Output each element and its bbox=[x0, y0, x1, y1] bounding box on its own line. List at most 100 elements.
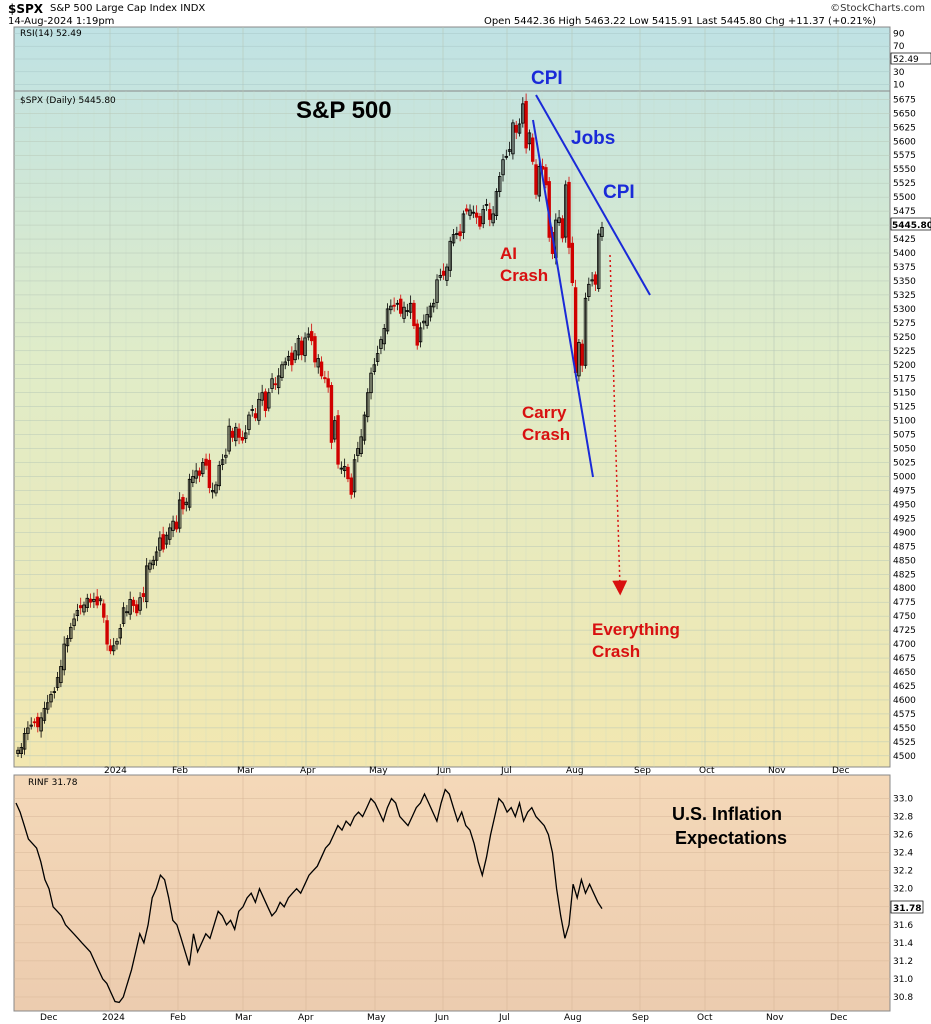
price-y-tick: 4800 bbox=[893, 584, 916, 594]
price-y-tick: 5500 bbox=[893, 193, 916, 203]
candle bbox=[507, 141, 512, 156]
candle bbox=[560, 215, 565, 243]
candle bbox=[349, 473, 353, 499]
candle bbox=[29, 717, 33, 730]
candle bbox=[283, 357, 287, 370]
candle bbox=[580, 339, 584, 373]
price-x-tick: Jul bbox=[500, 766, 512, 776]
svg-text:31.78: 31.78 bbox=[893, 904, 921, 914]
down-arrow bbox=[609, 254, 628, 596]
candle bbox=[366, 388, 370, 423]
candle bbox=[201, 458, 205, 478]
candle bbox=[309, 323, 314, 346]
price-x-tick: Sep bbox=[634, 766, 651, 776]
rinf-y-tick: 32.6 bbox=[893, 831, 913, 841]
candle bbox=[448, 236, 452, 278]
price-y-tick: 5025 bbox=[893, 459, 916, 469]
candle bbox=[527, 129, 532, 151]
rinf-x-tick: Apr bbox=[298, 1013, 314, 1023]
price-y-tick: 5625 bbox=[893, 123, 916, 133]
price-y-tick: 5675 bbox=[893, 95, 916, 105]
annotation-carry-crash: Carry Crash bbox=[522, 403, 570, 444]
candle bbox=[161, 526, 165, 553]
candle bbox=[517, 118, 522, 137]
candle bbox=[118, 623, 122, 645]
rinf-panel bbox=[15, 788, 603, 1004]
candle bbox=[524, 93, 528, 154]
candle bbox=[484, 198, 489, 211]
price-y-tick: 5100 bbox=[893, 417, 916, 427]
rinf-x-tick: Jun bbox=[434, 1013, 449, 1023]
candle bbox=[214, 481, 218, 497]
candle bbox=[286, 350, 291, 366]
candle bbox=[438, 268, 443, 281]
candle bbox=[69, 622, 73, 642]
candle bbox=[151, 555, 155, 570]
price-y-tick: 5225 bbox=[893, 347, 916, 357]
rinf-y-tick: 33.0 bbox=[893, 795, 913, 805]
price-y-tick: 5600 bbox=[893, 137, 916, 147]
candle bbox=[65, 635, 70, 653]
candle bbox=[465, 204, 469, 215]
candle bbox=[587, 277, 591, 302]
candle bbox=[405, 303, 410, 317]
candle bbox=[300, 336, 304, 361]
candle bbox=[138, 592, 142, 615]
price-y-tick: 5350 bbox=[893, 277, 916, 287]
rinf-y-tick: 32.0 bbox=[893, 885, 913, 895]
candle bbox=[564, 180, 568, 243]
candle bbox=[253, 408, 258, 422]
candle bbox=[32, 718, 37, 727]
candle bbox=[408, 295, 413, 319]
price-x-tick: Feb bbox=[172, 766, 188, 776]
price-y-tick: 4600 bbox=[893, 696, 916, 706]
index-name: S&P 500 Large Cap Index INDX bbox=[50, 3, 206, 14]
candle bbox=[346, 463, 350, 483]
candle bbox=[402, 301, 406, 323]
rinf-x-tick: Aug bbox=[564, 1013, 582, 1023]
candle bbox=[600, 221, 604, 242]
axes: 2024 Feb Mar Apr May Jun Jul Aug Sep Oct Nov Dec 450… bbox=[40, 29, 916, 1023]
candle bbox=[333, 416, 337, 443]
chart-header: $SPX S&P 500 Large Cap Index INDX 14-Aug… bbox=[0, 0, 931, 30]
candle bbox=[336, 410, 340, 469]
price-y-tick: 5550 bbox=[893, 165, 916, 175]
candle bbox=[39, 712, 43, 738]
candle bbox=[362, 411, 367, 445]
candle bbox=[379, 336, 383, 355]
candle bbox=[237, 423, 241, 445]
price-x-tick: Mar bbox=[237, 766, 254, 776]
candle bbox=[250, 404, 254, 417]
candle bbox=[478, 213, 482, 230]
candle bbox=[276, 368, 281, 395]
candle bbox=[158, 531, 162, 557]
price-y-tick: 4550 bbox=[893, 724, 916, 734]
rsi-legend: RSI(14) 52.49 bbox=[20, 29, 82, 39]
candle bbox=[102, 599, 106, 623]
price-y-tick: 5050 bbox=[893, 445, 916, 455]
candle bbox=[313, 333, 317, 368]
candle bbox=[504, 149, 509, 160]
candle bbox=[441, 263, 446, 280]
candle bbox=[194, 463, 198, 484]
candle bbox=[412, 299, 416, 329]
candle bbox=[227, 418, 231, 455]
candle bbox=[217, 460, 221, 491]
rinf-y-tick: 31.2 bbox=[893, 957, 913, 967]
price-y-tick: 5650 bbox=[893, 109, 916, 119]
candle bbox=[111, 637, 116, 656]
candle bbox=[62, 636, 66, 676]
price-y-tick: 4825 bbox=[893, 570, 916, 580]
rinf-y-tick: 31.4 bbox=[893, 939, 913, 949]
price-y-tick: 5400 bbox=[893, 249, 916, 259]
candle bbox=[316, 354, 320, 374]
price-y-tick: 4725 bbox=[893, 626, 916, 636]
price-x-tick: Dec bbox=[832, 766, 849, 776]
rinf-legend: RINF 31.78 bbox=[28, 778, 78, 788]
candle bbox=[445, 263, 449, 286]
price-y-tick: 4900 bbox=[893, 528, 916, 538]
price-y-tick: 4950 bbox=[893, 500, 916, 510]
price-x-tick: Aug bbox=[566, 766, 584, 776]
candle bbox=[435, 274, 439, 310]
